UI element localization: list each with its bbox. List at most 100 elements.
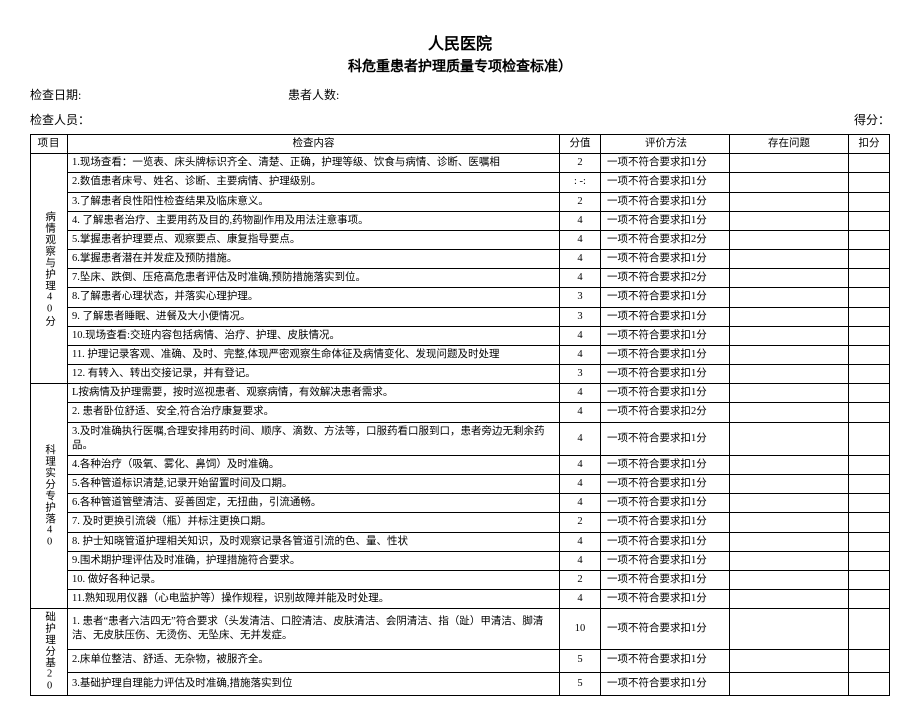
issue-cell <box>730 422 849 455</box>
col-eval: 评价方法 <box>601 135 730 154</box>
score-cell: 4 <box>560 250 601 269</box>
score-cell: 4 <box>560 403 601 422</box>
header-row-1: 检查日期: 患者人数: <box>30 86 890 103</box>
deduct-cell <box>849 384 890 403</box>
table-row: 础护理分基201. 患者“患者六洁四无”符合要求（头发清洁、口腔清洁、皮肤清洁、… <box>31 609 890 649</box>
issue-cell <box>730 326 849 345</box>
col-deduct: 扣分 <box>849 135 890 154</box>
content-cell: 4. 了解患者治疗、主要用药及目的,药物副作用及用法注意事项。 <box>68 211 560 230</box>
eval-cell: 一项不符合要求扣1分 <box>601 307 730 326</box>
doc-subtitle: 科危重患者护理质量专项检查标准） <box>30 56 890 76</box>
score-cell: 4 <box>560 269 601 288</box>
score-cell: 4 <box>560 326 601 345</box>
eval-cell: 一项不符合要求扣1分 <box>601 250 730 269</box>
deduct-cell <box>849 513 890 532</box>
table-row: 5.各种管道标识清楚,记录开始留置时间及口期。4一项不符合要求扣1分 <box>31 475 890 494</box>
score-cell: 4 <box>560 422 601 455</box>
eval-cell: 一项不符合要求扣2分 <box>601 230 730 249</box>
table-row: 7.坠床、跌倒、压疮高危患者评估及时准确,预防措施落实到位。4一项不符合要求扣2… <box>31 269 890 288</box>
content-cell: 1.现场查看：一览表、床头牌标识齐全、清楚、正确，护理等级、饮食与病情、诊断、医… <box>68 154 560 173</box>
table-row: 6.各种管道管壁清洁、妥善固定，无扭曲，引流通畅。4一项不符合要求扣1分 <box>31 494 890 513</box>
eval-cell: 一项不符合要求扣1分 <box>601 475 730 494</box>
score-cell: 4 <box>560 551 601 570</box>
deduct-cell <box>849 230 890 249</box>
issue-cell <box>730 475 849 494</box>
eval-cell: 一项不符合要求扣1分 <box>601 532 730 551</box>
content-cell: 3.了解患者良性阳性检查结果及临床意义。 <box>68 192 560 211</box>
deduct-cell <box>849 288 890 307</box>
content-cell: 9.围术期护理评估及时准确，护理措施符合要求。 <box>68 551 560 570</box>
score-label: 得分： <box>854 111 890 128</box>
section-label: 病情观察与护理40分 <box>31 154 68 384</box>
deduct-cell <box>849 403 890 422</box>
eval-cell: 一项不符合要求扣1分 <box>601 672 730 695</box>
eval-cell: 一项不符合要求扣1分 <box>601 649 730 672</box>
table-row: 2. 患者卧位舒适、安全,符合治疗康复要求。4一项不符合要求扣2分 <box>31 403 890 422</box>
eval-cell: 一项不符合要求扣1分 <box>601 154 730 173</box>
issue-cell <box>730 403 849 422</box>
issue-cell <box>730 513 849 532</box>
eval-cell: 一项不符合要求扣1分 <box>601 513 730 532</box>
section-label: 科理实分专护落40 <box>31 384 68 609</box>
deduct-cell <box>849 609 890 649</box>
score-cell: 2 <box>560 154 601 173</box>
content-cell: L按病情及护理需要，按时巡视患者、观察病情，有效解决患者需求。 <box>68 384 560 403</box>
table-row: 9. 了解患者睡眠、进餐及大小便情况。3一项不符合要求扣1分 <box>31 307 890 326</box>
table-row: 8. 护士知晓管道护理相关知识，及时观察记录各管道引流的色、量、性状4一项不符合… <box>31 532 890 551</box>
col-category: 项目 <box>31 135 68 154</box>
content-cell: 7.坠床、跌倒、压疮高危患者评估及时准确,预防措施落实到位。 <box>68 269 560 288</box>
score-cell: 2 <box>560 570 601 589</box>
content-cell: 7. 及时更换引流袋（瓶）并标注更换口期。 <box>68 513 560 532</box>
score-cell: 4 <box>560 211 601 230</box>
col-score: 分值 <box>560 135 601 154</box>
table-row: 4.各种治疗（吸氧、雾化、鼻饲）及时准确。4一项不符合要求扣1分 <box>31 455 890 474</box>
issue-cell <box>730 494 849 513</box>
table-row: 10.现场查看:交班内容包括病情、治疗、护理、皮肤情况。4一项不符合要求扣1分 <box>31 326 890 345</box>
header-row-2: 检查人员： 得分： <box>30 111 890 128</box>
issue-cell <box>730 269 849 288</box>
deduct-cell <box>849 422 890 455</box>
hospital-title: 人民医院 <box>30 30 890 54</box>
issue-cell <box>730 570 849 589</box>
deduct-cell <box>849 192 890 211</box>
deduct-cell <box>849 672 890 695</box>
table-row: 病情观察与护理40分1.现场查看：一览表、床头牌标识齐全、清楚、正确，护理等级、… <box>31 154 890 173</box>
score-cell: 4 <box>560 475 601 494</box>
table-row: 5.掌握患者护理要点、观察要点、康复指导要点。4一项不符合要求扣2分 <box>31 230 890 249</box>
deduct-cell <box>849 532 890 551</box>
issue-cell <box>730 384 849 403</box>
score-cell: 4 <box>560 230 601 249</box>
eval-cell: 一项不符合要求扣1分 <box>601 570 730 589</box>
deduct-cell <box>849 475 890 494</box>
eval-cell: 一项不符合要求扣1分 <box>601 345 730 364</box>
eval-cell: 一项不符合要求扣1分 <box>601 288 730 307</box>
issue-cell <box>730 307 849 326</box>
deduct-cell <box>849 307 890 326</box>
table-row: 7. 及时更换引流袋（瓶）并标注更换口期。2一项不符合要求扣1分 <box>31 513 890 532</box>
content-cell: 10.现场查看:交班内容包括病情、治疗、护理、皮肤情况。 <box>68 326 560 345</box>
content-cell: 8.了解患者心理状态，并落实心理护理。 <box>68 288 560 307</box>
score-cell: 4 <box>560 345 601 364</box>
table-row: 2.数值患者床号、姓名、诊断、主要病情、护理级别。: -:一项不符合要求扣1分 <box>31 173 890 192</box>
score-cell: 2 <box>560 513 601 532</box>
score-cell: 5 <box>560 649 601 672</box>
issue-cell <box>730 288 849 307</box>
issue-cell <box>730 230 849 249</box>
score-cell: 3 <box>560 288 601 307</box>
issue-cell <box>730 649 849 672</box>
content-cell: 2.数值患者床号、姓名、诊断、主要病情、护理级别。 <box>68 173 560 192</box>
issue-cell <box>730 345 849 364</box>
check-date-label: 检查日期: <box>30 86 288 103</box>
issue-cell <box>730 211 849 230</box>
issue-cell <box>730 551 849 570</box>
inspector-label: 检查人员： <box>30 111 90 128</box>
deduct-cell <box>849 455 890 474</box>
eval-cell: 一项不符合要求扣1分 <box>601 422 730 455</box>
score-cell: 2 <box>560 192 601 211</box>
issue-cell <box>730 250 849 269</box>
content-cell: 3.基础护理自理能力评估及时准确,措施落实到位 <box>68 672 560 695</box>
eval-cell: 一项不符合要求扣1分 <box>601 494 730 513</box>
deduct-cell <box>849 494 890 513</box>
table-row: 11.熟知现用仪器（心电监护等）操作规程，识别故障并能及时处理。4一项不符合要求… <box>31 590 890 609</box>
col-content: 检查内容 <box>68 135 560 154</box>
